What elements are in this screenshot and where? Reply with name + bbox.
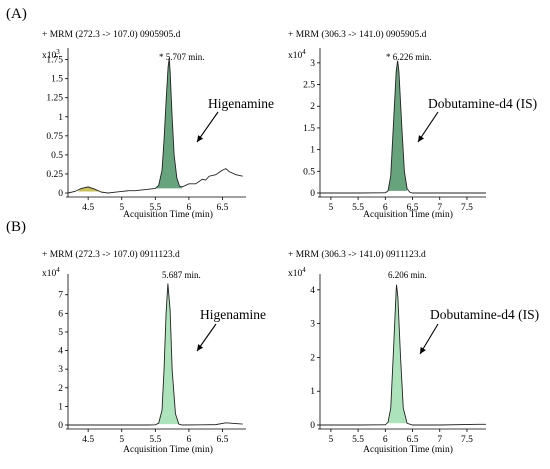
y-tick-label: 0 (58, 189, 63, 199)
y-tick-label: 4 (58, 347, 63, 357)
peak-label: 6.206 min. (388, 270, 427, 280)
x-tick-label: 7 (437, 203, 442, 213)
x-tick-label: 6.5 (217, 203, 229, 213)
x-axis-label: Acquisition Time (min) (123, 445, 213, 455)
x-tick-label: 5 (329, 203, 334, 213)
panel-label-b: (B) (6, 219, 26, 235)
arrow-head (197, 344, 204, 351)
y-multiplier: x104 (42, 266, 60, 280)
y-tick-label: 1 (310, 146, 315, 156)
x-tick-label: 5 (329, 435, 334, 445)
y-tick-label: 2.5 (303, 81, 315, 91)
x-tick-label: 6 (187, 435, 192, 445)
series-line (67, 58, 243, 194)
arrow-head (418, 135, 425, 142)
compound-label: Dobutamine-d4 (IS) (428, 96, 538, 111)
peak-fill (155, 58, 183, 189)
y-tick-label: 4 (310, 286, 315, 296)
x-tick-label: 5.5 (352, 435, 364, 445)
chart-b-dobutamine: + MRM (306.3 -> 141.0) 0911123.d x104 0 1… (286, 250, 539, 462)
x-tick-label: 7.5 (461, 435, 473, 445)
y-tick-label: 1 (58, 402, 63, 412)
peak-fill (388, 60, 408, 191)
peak-label: 5.687 min. (162, 270, 201, 280)
y-tick-label: 1 (58, 113, 63, 123)
compound-label: Higenamine (200, 307, 266, 322)
x-tick-label: 6 (383, 203, 388, 213)
x-tick-label: 6 (383, 435, 388, 445)
compound-label: Higenamine (208, 96, 274, 111)
y-tick-label: 1.5 (303, 124, 315, 134)
y-tick-label: 3 (58, 365, 63, 375)
y-multiplier: x103 (42, 48, 60, 62)
arrow-head (197, 135, 204, 142)
x-tick-label: 6.5 (217, 435, 229, 445)
y-tick-label: 0.5 (51, 151, 63, 161)
chart-header: + MRM (306.3 -> 141.0) 0905905.d (288, 30, 427, 40)
x-axis-label: Acquisition Time (min) (123, 210, 213, 220)
y-tick-label: 0.75 (46, 132, 63, 142)
y-tick-label: 7 (58, 291, 63, 301)
arrow-head (420, 347, 426, 354)
x-tick-label: 5 (119, 435, 124, 445)
y-tick-label: 0.25 (46, 170, 63, 180)
y-tick-label: 3 (310, 59, 315, 69)
chart-plot: 0 1 2 3 4 5 5.5 6 6.5 7 7.5 (310, 274, 486, 445)
x-axis-label: Acquisition Time (min) (363, 210, 453, 220)
x-tick-label: 7 (437, 435, 442, 445)
y-tick-label: 2 (58, 384, 63, 394)
x-tick-label: 6 (187, 203, 192, 213)
y-tick-label: 0 (310, 189, 315, 199)
y-multiplier: x104 (288, 266, 306, 280)
x-tick-label: 7.5 (461, 203, 473, 213)
y-tick-label: 0.5 (303, 167, 315, 177)
chart-header: + MRM (272.3 -> 107.0) 0905905.d (42, 30, 181, 40)
x-tick-label: 4.5 (82, 435, 94, 445)
chart-header: + MRM (306.3 -> 141.0) 0911123.d (288, 250, 426, 260)
x-tick-label: 5.5 (149, 435, 161, 445)
x-tick-label: 4.5 (82, 203, 94, 213)
chart-header: + MRM (272.3 -> 107.0) 0911123.d (42, 250, 180, 260)
series-line (68, 283, 243, 426)
peak-label: * 5.707 min. (159, 52, 205, 62)
x-tick-label: 5.5 (352, 203, 364, 213)
y-tick-label: 1 (310, 387, 315, 397)
x-tick-label: 5.5 (149, 203, 161, 213)
y-tick-label: 3 (310, 320, 315, 330)
x-tick-label: 6.5 (407, 203, 419, 213)
panel-label-a: (A) (6, 6, 27, 22)
peak-fill (388, 284, 408, 424)
y-tick-label: 2 (310, 353, 315, 363)
x-axis-label: Acquisition Time (min) (363, 445, 453, 455)
series-line (320, 284, 486, 426)
series-line (320, 60, 486, 194)
y-tick-label: 5 (58, 328, 63, 338)
chart-b-higenamine: + MRM (272.3 -> 107.0) 0911123.d x104 0 1… (40, 250, 266, 462)
y-tick-label: 1.5 (51, 75, 63, 85)
y-tick-label: 2 (310, 102, 315, 112)
chart-plot: 0 0.5 1 1.5 2 2.5 3 5 5.5 6 6.5 7 7.5 (303, 48, 486, 213)
compound-label: Dobutamine-d4 (IS) (430, 307, 540, 322)
chart-plot: 0 0.25 0.5 0.75 1 1.25 1.5 1.75 4.5 5 5.5 6 6.5 (46, 48, 246, 213)
x-tick-label: 6.5 (407, 435, 419, 445)
chart-plot: 0 1 2 3 4 5 6 7 4.5 5 5.5 6 6.5 (58, 274, 246, 445)
y-tick-label: 0 (310, 421, 315, 431)
y-tick-label: 1.25 (46, 94, 63, 104)
y-tick-label: 1.75 (46, 56, 63, 66)
y-tick-label: 6 (58, 309, 63, 319)
x-tick-label: 5 (119, 203, 124, 213)
peak-label: * 6.226 min. (386, 52, 432, 62)
y-tick-label: 0 (58, 421, 63, 431)
peak-fill (158, 283, 179, 425)
y-multiplier: x104 (288, 48, 306, 62)
